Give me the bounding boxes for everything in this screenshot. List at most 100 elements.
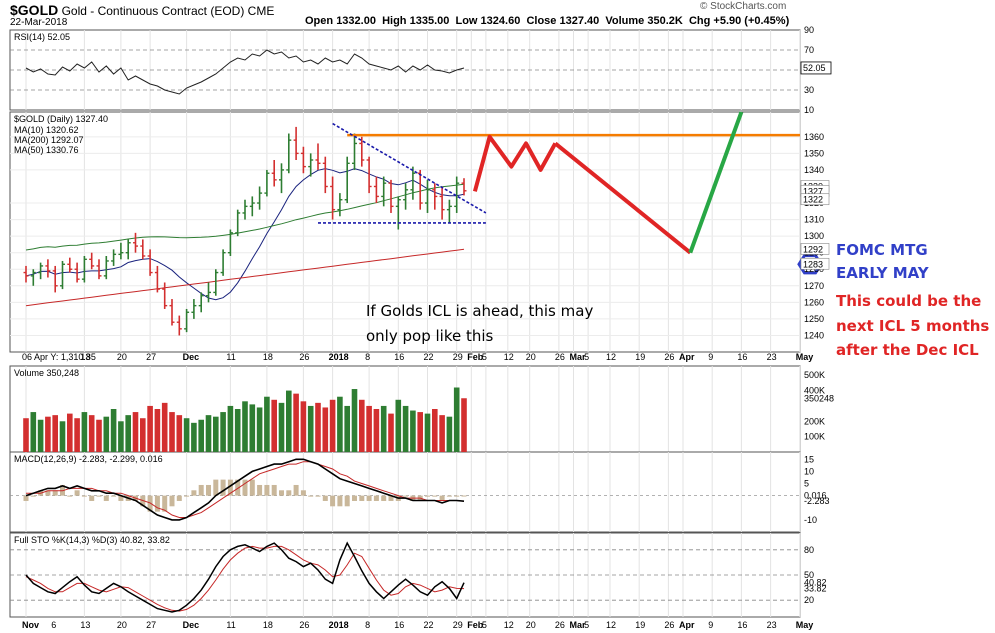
bottom-axis-label: 26: [299, 620, 309, 630]
macd-histogram-bar: [235, 479, 241, 496]
macd-histogram-bar: [23, 495, 29, 501]
price-edge-label: 1283: [803, 259, 823, 269]
top-axis-label: 12: [504, 352, 514, 362]
volume-bar: [132, 412, 139, 452]
bottom-axis-label: 9: [708, 620, 713, 630]
macd-histogram-bar: [381, 495, 387, 501]
macd-histogram-bar: [388, 495, 394, 501]
bottom-axis-label: 27: [146, 620, 156, 630]
volume-bar: [205, 415, 212, 452]
macd-tick-label: 10: [804, 466, 814, 476]
top-axis-label: 8: [365, 352, 370, 362]
macd-histogram-bar: [81, 495, 87, 497]
ma-legend-0: MA(10) 1320.62: [14, 125, 79, 135]
bottom-axis-label: 23: [767, 620, 777, 630]
rsi-current-value: 52.05: [803, 63, 826, 73]
price-tick-label: 1310: [804, 215, 824, 225]
macd-histogram-bar: [461, 495, 467, 497]
bottom-axis-label: 11: [226, 620, 235, 630]
icl-note-line1: If Golds ICL is ahead, this may: [366, 302, 594, 320]
volume-bar: [45, 416, 51, 452]
fomc-label-line2: EARLY MAY: [836, 264, 929, 282]
bottom-axis-label: 5: [482, 620, 487, 630]
top-axis-label: Feb: [467, 352, 484, 362]
projection-red-decline: [554, 141, 692, 255]
bottom-axis-label: Dec: [183, 620, 200, 630]
change-label: Chg: [688, 15, 711, 27]
exchange: CME: [247, 4, 275, 18]
macd-histogram-bar: [198, 484, 204, 496]
next-icl-note-line3: after the Dec ICL: [836, 341, 979, 359]
top-axis-label: 16: [737, 352, 747, 362]
macd-tick-label: 5: [804, 479, 809, 489]
sto-tick-label: 50: [804, 570, 814, 580]
volume-bar: [213, 416, 219, 452]
macd-histogram-bar: [242, 479, 248, 496]
macd-histogram-bar: [366, 495, 372, 501]
volume-bar: [359, 399, 365, 452]
top-axis-label: 5: [584, 352, 589, 362]
volume-bar: [110, 409, 117, 452]
top-axis-label: May: [796, 352, 814, 362]
volume-value: 350.2K: [647, 15, 683, 27]
volume-bar: [176, 415, 183, 452]
top-axis-label: 2018: [329, 352, 349, 362]
volume-bar: [293, 393, 299, 452]
macd-histogram-bar: [227, 479, 233, 496]
rsi-legend: RSI(14) 52.05: [14, 32, 70, 42]
volume-bar: [81, 412, 88, 452]
chart-date: 22-Mar-2018: [10, 17, 68, 28]
high-value: 1335.00: [409, 15, 450, 27]
macd-histogram-bar: [118, 495, 124, 501]
macd-histogram-bar: [154, 495, 160, 512]
volume-bar: [125, 415, 131, 452]
top-axis-label: Mar: [570, 352, 587, 362]
top-axis-label: 11: [226, 352, 235, 362]
macd-histogram-bar: [111, 495, 117, 497]
volume-bar: [417, 412, 423, 452]
macd-line: [25, 458, 465, 521]
macd-histogram-bar: [184, 495, 190, 497]
volume-bar: [380, 405, 387, 452]
macd-histogram-bar: [271, 484, 277, 496]
price-edge-label: 1327: [803, 186, 823, 196]
ma200-line: [25, 248, 465, 307]
macd-histogram-bar: [220, 479, 226, 496]
icl-note-line2: only pop like this: [366, 327, 494, 345]
top-axis-label: 23: [767, 352, 777, 362]
sto-legend: Full STO %K(14,3) %D(3) 40.82, 33.82: [14, 535, 170, 545]
top-axis-label: 27: [146, 352, 156, 362]
bottom-axis-label: Nov: [22, 620, 39, 630]
macd-histogram-bar: [213, 479, 219, 496]
bottom-axis-label: 6: [51, 620, 56, 630]
volume-tick-label: 200K: [804, 416, 825, 426]
volume-bar: [59, 421, 66, 452]
bottom-axis-label: May: [796, 620, 814, 630]
top-axis-label: 26: [664, 352, 674, 362]
price-edge-tag: [800, 193, 830, 206]
top-axis-label: 13: [80, 352, 90, 362]
open-value: 1332.00: [336, 15, 376, 27]
bottom-axis-label: 13: [80, 620, 90, 630]
volume-bar: [140, 418, 146, 452]
volume-bar: [147, 405, 153, 452]
symbol: $GOLD: [10, 2, 59, 18]
panel-frame-macd: [9, 451, 801, 533]
volume-bar: [432, 409, 438, 452]
macd-histogram-bar: [322, 495, 328, 501]
macd-histogram-bar: [446, 495, 452, 497]
bottom-axis-label: 12: [606, 620, 616, 630]
volume-bar: [198, 419, 204, 452]
macd-histogram-bar: [279, 490, 284, 496]
top-axis-label: 29: [453, 352, 463, 362]
top-axis-label: 12: [606, 352, 616, 362]
sto-d-line: [25, 545, 465, 612]
price-edge-label: 1322: [803, 195, 823, 205]
macd-histogram-bar: [249, 479, 255, 496]
volume-bar: [67, 413, 73, 452]
bottom-axis-label: Apr: [679, 620, 695, 630]
chart-title: $GOLD Gold - Continuous Contract (EOD) C…: [10, 2, 274, 18]
macd-histogram-bar: [352, 495, 357, 501]
change-value: +5.90 (+0.45%): [713, 15, 790, 27]
macd-tick-label: -10: [804, 515, 817, 525]
